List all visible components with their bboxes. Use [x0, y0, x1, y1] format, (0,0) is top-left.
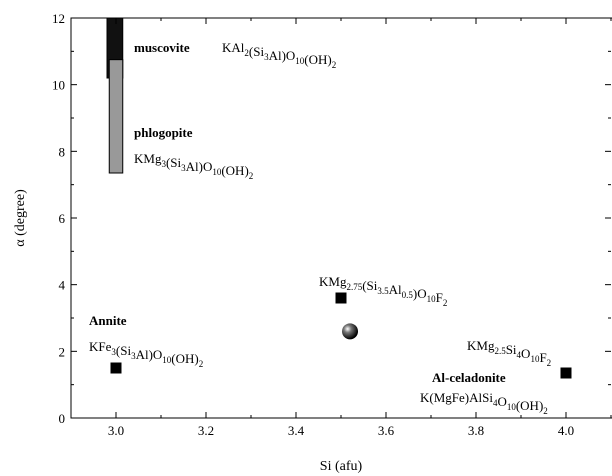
formula-subscript: 3	[111, 347, 116, 357]
formula-text: )O	[413, 286, 427, 301]
formula-subscript: 2	[249, 171, 254, 181]
x-tick-label: 3.4	[288, 423, 305, 438]
formula-subscript: 3	[131, 351, 136, 361]
formula-subscript: 10	[295, 56, 305, 66]
formula-text: (Si	[249, 44, 265, 59]
formula-text: (OH)	[171, 351, 198, 366]
x-axis-title: Si (afu)	[320, 459, 363, 474]
labels-layer: muscovite KAl2(Si3Al)O10(OH)2phlogopiteKM…	[89, 40, 551, 416]
formula-text: (Si	[166, 155, 182, 170]
y-tick-label: 12	[52, 11, 65, 26]
formula-text: Al)O	[136, 347, 163, 362]
x-tick-label: 3.2	[198, 423, 214, 438]
formula-subscript: 4	[517, 350, 522, 360]
annotation-formula-kmg275: KMg2.75(Si3.5Al0.5)O10F2	[319, 274, 447, 308]
formula-subscript: 2	[547, 358, 552, 368]
x-tick-label: 3.0	[108, 423, 124, 438]
formula-subscript: 3.5	[377, 286, 389, 296]
formula-text: KMg	[134, 151, 162, 166]
formula-subscript: 2	[543, 406, 548, 416]
formula-text: (OH)	[516, 398, 543, 413]
formula-text: Al	[389, 282, 402, 297]
formula-text: KMg	[467, 338, 495, 353]
formula-text: (OH)	[304, 52, 331, 67]
formula-subscript: 2	[244, 48, 249, 58]
y-tick-label: 6	[59, 211, 66, 226]
data-point-al-celadonite	[560, 367, 572, 379]
y-tick-label: 10	[52, 78, 65, 93]
x-tick-label: 3.8	[468, 423, 484, 438]
formula-subscript: 0.5	[402, 290, 414, 300]
formula-text: F	[539, 350, 546, 365]
formula-text: Al)O	[269, 48, 296, 63]
y-tick-label: 8	[59, 144, 66, 159]
formula-text: KMg	[319, 274, 347, 289]
y-tick-label: 2	[59, 344, 66, 359]
formula-subscript: 10	[162, 355, 172, 365]
formula-text: Al)O	[186, 159, 213, 174]
annotation-formula-kmg25: KMg2.5Si4O10F2	[467, 338, 551, 368]
ticks-layer: 3.0 3.2 3.4 3.6 3.8 4.0 0 2 4 6 8 10 12	[52, 11, 612, 438]
formula-subscript: 10	[507, 402, 517, 412]
formula-subscript: 3	[181, 163, 186, 173]
x-tick-label: 3.6	[378, 423, 395, 438]
data-point-sphere	[342, 323, 358, 340]
data-point-annite	[110, 362, 122, 374]
y-tick-label: 4	[59, 278, 66, 293]
y-axis-title: α (degree)	[13, 189, 28, 247]
formula-text: Si	[506, 342, 517, 357]
annotation-name-annite: Annite	[89, 313, 127, 328]
formula-text: KFe	[89, 339, 112, 354]
formula-subscript: 4	[493, 398, 498, 408]
formula-text: (Si	[362, 278, 378, 293]
marks-layer	[106, 17, 572, 379]
annotation-name-muscovite: muscovite	[134, 40, 190, 55]
formula-subscript: 10	[212, 167, 222, 177]
formula-subscript: 2	[332, 60, 337, 70]
formula-subscript: 3	[161, 159, 166, 169]
x-tick-label: 4.0	[558, 423, 574, 438]
formula-text: (OH)	[221, 163, 248, 178]
y-tick-label: 0	[59, 411, 66, 426]
annotation-formula-muscovite: KAl2(Si3Al)O10(OH)2	[222, 40, 336, 70]
range-bar-phlogopite	[108, 59, 124, 174]
data-point-kmg275	[335, 292, 347, 304]
formula-subscript: 10	[530, 354, 540, 364]
annotation-name-al-celadonite: Al-celadonite	[432, 370, 506, 385]
formula-subscript: 10	[427, 294, 437, 304]
formula-text: K(MgFe)AlSi	[420, 390, 493, 405]
annotation-name-phlogopite: phlogopite	[134, 125, 193, 140]
formula-text: (Si	[116, 343, 132, 358]
formula-subscript: 2.75	[346, 282, 362, 292]
formula-text: F	[436, 290, 443, 305]
annotation-formula-al-celadonite: K(MgFe)AlSi4O10(OH)2	[420, 390, 548, 416]
formula-subscript: 2.5	[494, 346, 506, 356]
formula-subscript: 3	[264, 52, 269, 62]
annotation-formula-phlogopite: KMg3(Si3Al)O10(OH)2	[134, 151, 253, 181]
formula-text: O	[497, 394, 506, 409]
annotation-formula-annite: KFe3(Si3Al)O10(OH)2	[89, 339, 203, 369]
formula-subscript: 2	[199, 359, 204, 369]
formula-text: O	[521, 346, 530, 361]
formula-text: KAl	[222, 40, 245, 55]
formula-subscript: 2	[443, 298, 448, 308]
